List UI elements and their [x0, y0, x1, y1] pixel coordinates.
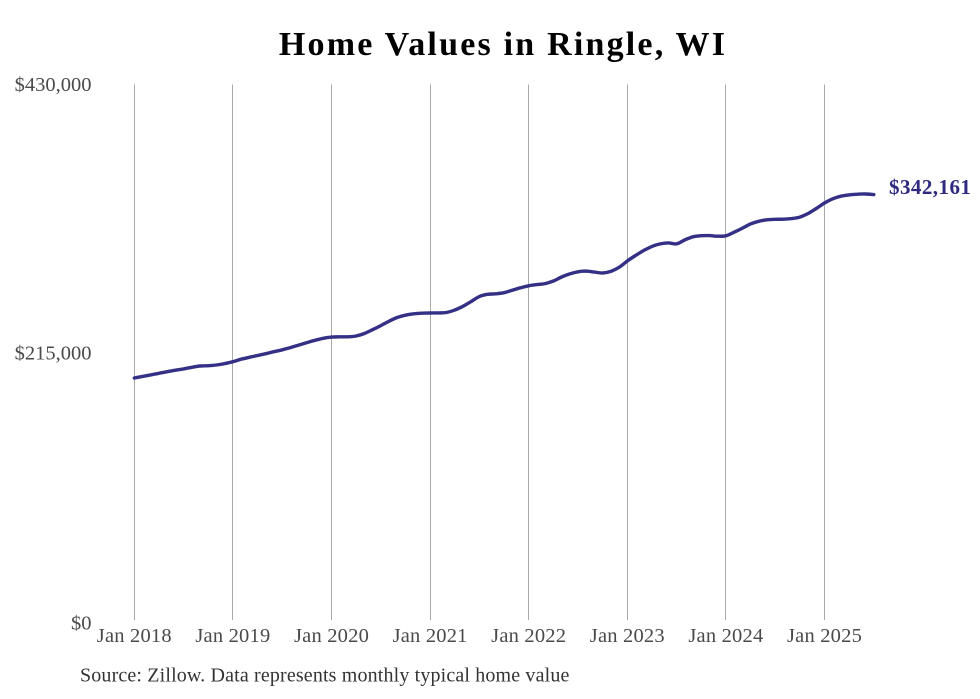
- svg-text:Jan 2023: Jan 2023: [590, 625, 665, 647]
- svg-text:$0: $0: [71, 612, 92, 634]
- svg-text:Source: Zillow. Data represent: Source: Zillow. Data represents monthly …: [80, 664, 570, 686]
- svg-text:Jan 2024: Jan 2024: [688, 625, 763, 647]
- svg-text:Home Values in Ringle, WI: Home Values in Ringle, WI: [279, 26, 727, 63]
- svg-text:$215,000: $215,000: [15, 342, 92, 364]
- svg-text:Jan 2021: Jan 2021: [393, 625, 468, 647]
- svg-text:Jan 2019: Jan 2019: [195, 625, 270, 647]
- svg-text:Jan 2018: Jan 2018: [97, 625, 172, 647]
- svg-text:Jan 2022: Jan 2022: [491, 625, 566, 647]
- svg-text:$430,000: $430,000: [15, 74, 92, 96]
- svg-text:$342,161: $342,161: [889, 175, 971, 199]
- svg-text:Jan 2025: Jan 2025: [787, 625, 862, 647]
- svg-text:Jan 2020: Jan 2020: [294, 625, 369, 647]
